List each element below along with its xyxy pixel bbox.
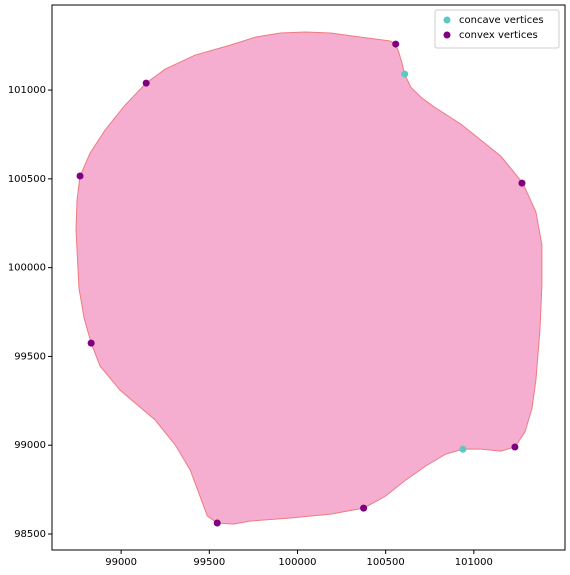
y-tick-label: 99000 [14, 440, 46, 451]
x-tick-label: 99500 [193, 557, 225, 568]
vertex-point [459, 445, 467, 453]
vertex-point [392, 40, 400, 48]
x-tick-label: 99000 [105, 557, 137, 568]
y-tick-label: 99500 [14, 351, 46, 362]
vertex-point [401, 70, 409, 78]
plot-frame [51, 4, 566, 551]
vertex-point [213, 519, 221, 527]
legend-label: convex vertices [459, 30, 538, 41]
vertex-point [360, 504, 368, 512]
legend-marker [443, 31, 451, 39]
y-tick-label: 100500 [8, 174, 46, 185]
y-tick-label: 100000 [8, 263, 46, 274]
legend-label: concave vertices [459, 15, 544, 26]
y-tick-label: 98500 [14, 529, 46, 540]
vertex-point [87, 339, 95, 347]
vertex-point [142, 79, 150, 87]
x-tick-label: 100000 [278, 557, 316, 568]
vertex-point [518, 179, 526, 187]
x-tick-label: 100500 [367, 557, 405, 568]
polygon [75, 31, 543, 525]
legend-marker [443, 16, 451, 24]
legend-box [434, 9, 560, 49]
vertex-point [76, 172, 84, 180]
y-tick-label: 101000 [8, 85, 46, 96]
vertex-point [511, 443, 519, 451]
x-tick-label: 101000 [455, 557, 493, 568]
